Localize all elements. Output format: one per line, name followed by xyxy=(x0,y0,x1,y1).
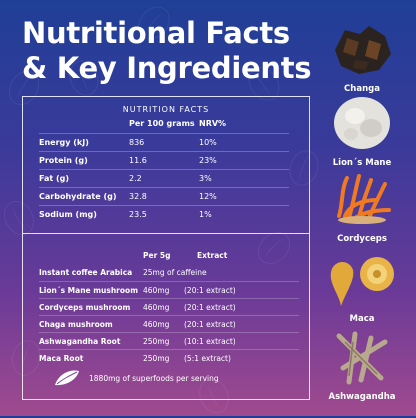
ingredient-label: Changa xyxy=(344,84,380,94)
ingredient-extract: (5:1 extract) xyxy=(184,354,231,363)
table-row: Cordyceps mushroom 460mg (20:1 extract) xyxy=(39,298,299,315)
serving-note: 1880mg of superfoods per serving xyxy=(53,367,219,389)
ingredient-label: Cordyceps xyxy=(337,234,387,244)
ingredient-lions-mane: Lion´s Mane xyxy=(316,94,408,168)
ingredient-name: Chaga mushroom xyxy=(39,320,113,329)
ingredient-maca: Maca xyxy=(316,250,408,324)
nutrient-name: Protein (g) xyxy=(39,156,88,165)
ingredient-extract: (20:1 extract) xyxy=(184,303,236,312)
nutrient-name: Fat (g) xyxy=(39,174,70,183)
nutrient-per-100g: 23.5 xyxy=(129,210,147,219)
table-row: Sodium (mg) 23.5 1% xyxy=(39,205,289,223)
column-header-nrv: NRV% xyxy=(199,119,227,128)
ingredient-amount: 25mg of caffeine xyxy=(143,268,207,277)
lions-mane-mushroom-icon xyxy=(334,97,390,149)
nutrition-panel: NUTRITION FACTS Per 100 grams NRV% Energ… xyxy=(22,96,310,400)
nutrient-per-100g: 32.8 xyxy=(129,192,147,201)
ingredient-label: Lion´s Mane xyxy=(332,158,392,168)
nutrient-nrv: 3% xyxy=(199,174,212,183)
table-row: Maca Root 250mg (5:1 extract) xyxy=(39,349,299,366)
nutrient-per-100g: 836 xyxy=(129,138,145,147)
table-row: Lion´s Mane mushroom 460mg (20:1 extract… xyxy=(39,281,299,298)
ingredient-label: Maca xyxy=(349,314,375,324)
ingredient-name: Maca Root xyxy=(39,354,84,363)
serving-note-text: 1880mg of superfoods per serving xyxy=(89,373,219,383)
table-row: Ashwagandha Root 250mg (10:1 extract) xyxy=(39,332,299,349)
nutrient-nrv: 12% xyxy=(199,192,217,201)
nutrient-name: Carbohydrate (g) xyxy=(39,192,117,201)
ingredient-amount: 250mg xyxy=(143,354,170,363)
ingredient-extract: (10:1 extract) xyxy=(184,337,236,346)
ingredient-amount: 460mg xyxy=(143,303,170,312)
cordyceps-icon xyxy=(337,174,391,224)
nutrition-facts-heading: NUTRITION FACTS xyxy=(122,105,210,114)
nutrient-nrv: 23% xyxy=(199,156,217,165)
ingredients-table: Per 5g Extract Instant coffee Arabica 25… xyxy=(39,251,299,366)
chaga-mushroom-icon xyxy=(335,26,391,74)
column-header-per-5g: Per 5g xyxy=(143,251,171,260)
maca-root-icon xyxy=(330,257,394,306)
ingredient-amount: 250mg xyxy=(143,337,170,346)
table-row: Protein (g) 11.6 23% xyxy=(39,151,289,169)
leaf-icon xyxy=(55,370,79,386)
table-row: Carbohydrate (g) 32.8 12% xyxy=(39,187,289,205)
page-title: Nutritional Facts & Key Ingredients xyxy=(22,16,312,85)
nutrient-name: Energy (kJ) xyxy=(39,138,89,147)
table-row: Chaga mushroom 460mg (20:1 extract) xyxy=(39,315,299,332)
nutrient-nrv: 10% xyxy=(199,138,217,147)
ingredient-cordyceps: Cordyceps xyxy=(316,170,408,244)
nutrition-facts-table: Per 100 grams NRV% Energy (kJ) 836 10% P… xyxy=(39,119,289,223)
nutrient-nrv: 1% xyxy=(199,210,212,219)
ingredient-amount: 460mg xyxy=(143,286,170,295)
panel-divider xyxy=(23,233,309,234)
column-header-per-100g: Per 100 grams xyxy=(129,119,195,128)
nutrient-name: Sodium (mg) xyxy=(39,210,97,219)
ingredient-amount: 460mg xyxy=(143,320,170,329)
nutrient-per-100g: 11.6 xyxy=(129,156,147,165)
table-row: Fat (g) 2.2 3% xyxy=(39,169,289,187)
table-header: Per 5g Extract xyxy=(39,251,299,264)
ingredient-label: Ashwagandha xyxy=(328,392,396,402)
column-header-extract: Extract xyxy=(197,251,228,260)
table-row: Energy (kJ) 836 10% xyxy=(39,133,289,151)
ingredient-name: Instant coffee Arabica xyxy=(39,268,133,277)
ingredient-name: Lion´s Mane mushroom xyxy=(39,286,139,295)
nutrient-per-100g: 2.2 xyxy=(129,174,142,183)
ingredient-ashwagandha: Ashwagandha xyxy=(316,328,408,402)
ashwagandha-root-icon xyxy=(336,331,388,385)
ingredient-name: Ashwagandha Root xyxy=(39,337,121,346)
ingredient-extract: (20:1 extract) xyxy=(184,286,236,295)
ingredient-extract: (20:1 extract) xyxy=(184,320,236,329)
table-header: Per 100 grams NRV% xyxy=(39,119,289,133)
table-row: Instant coffee Arabica 25mg of caffeine xyxy=(39,264,299,281)
ingredient-chaga: Changa xyxy=(316,20,408,94)
ingredient-name: Cordyceps mushroom xyxy=(39,303,131,312)
